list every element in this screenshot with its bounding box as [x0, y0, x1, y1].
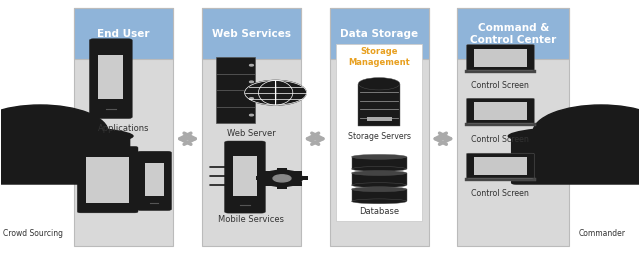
FancyBboxPatch shape: [202, 8, 301, 246]
FancyBboxPatch shape: [145, 163, 164, 196]
FancyBboxPatch shape: [277, 168, 287, 172]
FancyBboxPatch shape: [336, 44, 422, 221]
FancyBboxPatch shape: [74, 8, 173, 246]
Ellipse shape: [351, 183, 406, 188]
FancyBboxPatch shape: [277, 185, 287, 189]
Text: Mobile Services: Mobile Services: [218, 215, 284, 224]
Text: Web Server: Web Server: [227, 129, 276, 138]
FancyBboxPatch shape: [467, 98, 534, 124]
FancyBboxPatch shape: [291, 182, 301, 186]
FancyBboxPatch shape: [0, 134, 131, 185]
FancyBboxPatch shape: [262, 170, 273, 175]
FancyBboxPatch shape: [233, 156, 257, 196]
Circle shape: [250, 114, 253, 116]
Circle shape: [0, 105, 108, 159]
Ellipse shape: [351, 154, 406, 159]
FancyBboxPatch shape: [77, 146, 138, 213]
Ellipse shape: [351, 171, 406, 176]
Text: Data Storage: Data Storage: [340, 29, 418, 39]
FancyBboxPatch shape: [351, 157, 406, 169]
Text: Storage
Management: Storage Management: [348, 47, 410, 67]
Text: Command &
Control Center: Command & Control Center: [470, 23, 556, 45]
FancyBboxPatch shape: [351, 189, 406, 201]
Circle shape: [273, 175, 291, 182]
FancyBboxPatch shape: [98, 55, 124, 99]
Text: Commander: Commander: [579, 229, 626, 238]
FancyBboxPatch shape: [90, 39, 132, 118]
Ellipse shape: [351, 167, 406, 171]
Ellipse shape: [358, 78, 400, 90]
FancyBboxPatch shape: [86, 157, 129, 203]
Text: Control Screen: Control Screen: [472, 81, 529, 90]
Ellipse shape: [508, 125, 640, 147]
FancyBboxPatch shape: [474, 49, 527, 67]
FancyBboxPatch shape: [358, 84, 400, 126]
FancyBboxPatch shape: [74, 8, 173, 59]
Text: Crowd Sourcing: Crowd Sourcing: [3, 229, 63, 238]
Circle shape: [250, 81, 253, 82]
FancyBboxPatch shape: [330, 8, 429, 59]
FancyBboxPatch shape: [330, 8, 429, 246]
Circle shape: [533, 105, 640, 159]
FancyBboxPatch shape: [291, 170, 301, 175]
FancyBboxPatch shape: [474, 102, 527, 120]
FancyBboxPatch shape: [458, 8, 569, 59]
Text: Control Screen: Control Screen: [472, 135, 529, 144]
Text: Control Screen: Control Screen: [472, 189, 529, 198]
FancyBboxPatch shape: [257, 176, 267, 180]
FancyBboxPatch shape: [465, 123, 536, 126]
Ellipse shape: [351, 187, 406, 192]
FancyBboxPatch shape: [474, 157, 527, 175]
FancyBboxPatch shape: [137, 151, 172, 210]
FancyBboxPatch shape: [458, 8, 569, 246]
FancyBboxPatch shape: [298, 176, 308, 180]
Circle shape: [245, 80, 307, 105]
Text: Storage Servers: Storage Servers: [348, 132, 411, 141]
FancyBboxPatch shape: [225, 141, 266, 213]
FancyBboxPatch shape: [467, 153, 534, 179]
Circle shape: [250, 98, 253, 99]
Text: Applications: Applications: [98, 124, 149, 133]
Ellipse shape: [351, 199, 406, 204]
FancyBboxPatch shape: [262, 182, 273, 186]
FancyBboxPatch shape: [216, 57, 255, 123]
FancyBboxPatch shape: [465, 70, 536, 72]
FancyBboxPatch shape: [202, 8, 301, 59]
FancyBboxPatch shape: [367, 117, 392, 122]
FancyBboxPatch shape: [467, 45, 534, 70]
Text: Web Services: Web Services: [212, 29, 291, 39]
FancyBboxPatch shape: [351, 173, 406, 185]
Circle shape: [250, 65, 253, 66]
Text: Database: Database: [359, 207, 399, 216]
FancyBboxPatch shape: [465, 178, 536, 181]
FancyBboxPatch shape: [511, 134, 640, 185]
Text: End User: End User: [97, 29, 150, 39]
Ellipse shape: [0, 125, 134, 147]
Circle shape: [262, 170, 303, 187]
